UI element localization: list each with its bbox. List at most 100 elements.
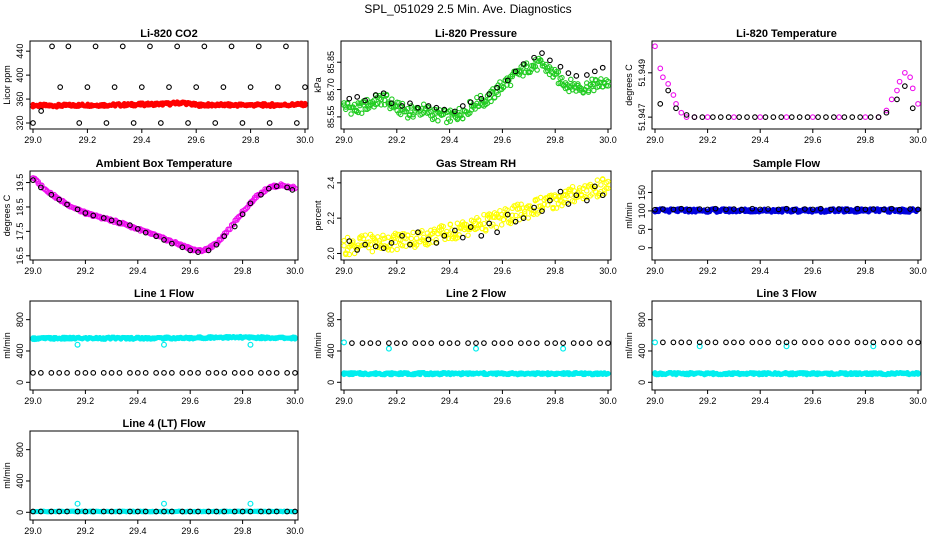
data-point	[547, 57, 553, 64]
data-point	[438, 340, 445, 347]
data-point	[38, 108, 45, 114]
data-point	[385, 247, 392, 253]
data-point	[605, 185, 611, 192]
data-point	[531, 54, 537, 61]
x-tick-label: 29.0	[24, 266, 42, 276]
data-point	[576, 185, 583, 191]
data-point	[557, 188, 564, 195]
data-point	[92, 43, 99, 50]
data-point	[907, 339, 913, 346]
data-point	[830, 114, 837, 120]
data-point	[193, 84, 200, 90]
x-tick-label: 30.0	[599, 396, 617, 406]
data-point	[405, 105, 411, 112]
data-point	[564, 193, 570, 199]
chart-panel-3: Li-820 Temperature 29.0 29.2 29.4 29.6 29.8 30…	[624, 28, 927, 145]
data-point	[187, 370, 194, 376]
data-point	[30, 120, 36, 126]
data-point	[354, 93, 361, 100]
chart-panel-10: Line 4 (LT) Flow 29.0 29.2 29.4 29.6 29.8 30.0…	[2, 418, 304, 536]
data-point	[265, 370, 272, 376]
data-point	[428, 340, 434, 347]
x-tick-label: 29.2	[699, 266, 717, 276]
data-point	[378, 102, 384, 108]
data-point	[467, 99, 474, 106]
data-point	[367, 241, 374, 248]
data-point	[870, 339, 877, 346]
data-point	[375, 340, 382, 347]
data-point	[683, 114, 690, 120]
data-point	[875, 114, 882, 120]
data-point	[431, 226, 438, 233]
data-point	[372, 92, 379, 98]
x-tick-label: 29.6	[804, 396, 822, 406]
data-point	[605, 178, 611, 185]
data-point	[493, 224, 500, 231]
data-point	[500, 84, 507, 91]
data-point	[388, 100, 395, 107]
y-tick-label: 400	[15, 473, 25, 488]
data-point	[247, 370, 254, 376]
chart-panel-6: Sample Flow 29.0 29.2 29.4 29.6 29.8 30.0 0 50 10…	[624, 158, 927, 276]
data-point	[539, 50, 545, 56]
data-point	[660, 206, 666, 212]
data-point	[909, 105, 916, 112]
data-point	[802, 206, 808, 212]
data-point	[670, 92, 677, 98]
data-point	[289, 187, 296, 193]
x-tick-label: 29.6	[181, 526, 199, 536]
data-point	[174, 43, 181, 50]
data-point	[841, 114, 848, 120]
x-tick-label: 29.8	[546, 396, 564, 406]
data-point	[179, 508, 186, 515]
data-point	[161, 370, 167, 376]
data-point	[605, 371, 611, 377]
data-point	[452, 227, 458, 234]
data-point	[823, 114, 829, 120]
x-tick-label: 29.6	[181, 396, 199, 406]
data-point	[477, 92, 484, 99]
data-point	[195, 508, 201, 515]
data-point	[90, 212, 97, 219]
data-point	[64, 201, 70, 208]
x-tick-label: 29.6	[494, 266, 512, 276]
series-1-min	[341, 339, 611, 378]
data-point	[265, 508, 272, 515]
data-point	[359, 340, 366, 347]
data-point	[488, 98, 494, 105]
data-point	[284, 508, 290, 515]
data-point	[867, 114, 874, 120]
y-tick-label: 800	[15, 312, 25, 327]
data-point	[507, 82, 514, 89]
x-tick-label: 29.0	[24, 396, 42, 406]
data-point	[481, 220, 487, 227]
data-point	[221, 233, 228, 240]
data-point	[433, 237, 439, 243]
data-point	[894, 96, 900, 103]
y-axis-label: kPa	[313, 77, 323, 93]
data-point	[134, 226, 141, 232]
x-tick-label: 29.6	[187, 135, 205, 145]
data-point	[802, 339, 808, 346]
data-point	[465, 232, 471, 238]
data-point	[415, 229, 421, 236]
plot-frame	[651, 40, 922, 130]
y-tick-label: 2.4	[326, 177, 336, 190]
data-point	[598, 76, 604, 82]
data-point	[909, 85, 916, 92]
data-point	[907, 206, 913, 212]
data-point	[778, 114, 785, 120]
chart-panel-4: Ambient Box Temperature 29.0 29.2 29.4 29.6 2…	[2, 158, 304, 276]
data-point	[446, 340, 453, 347]
data-point	[258, 370, 264, 376]
data-point	[565, 201, 572, 207]
data-point	[652, 43, 658, 50]
data-point	[888, 339, 895, 346]
data-point	[362, 97, 368, 104]
data-point	[862, 339, 869, 346]
data-point	[447, 221, 454, 227]
y-axis-label: percent	[313, 200, 323, 231]
data-point	[247, 341, 254, 348]
data-point	[390, 235, 397, 241]
